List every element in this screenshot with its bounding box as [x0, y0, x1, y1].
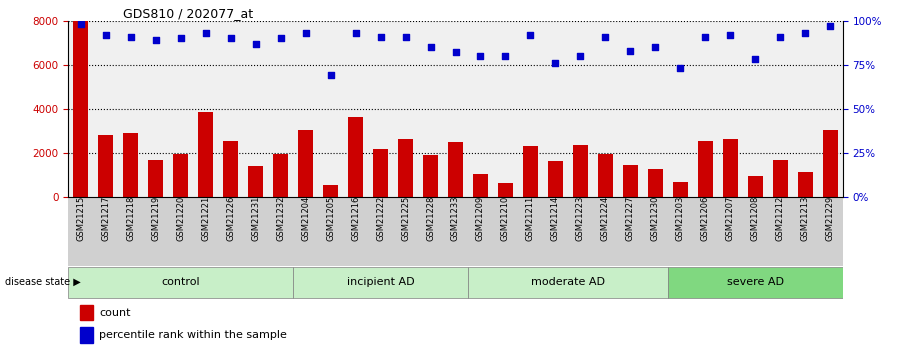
Point	[348, 30, 363, 36]
Bar	[523, 146, 537, 197]
Bar	[573, 145, 588, 197]
Point	[723, 32, 738, 38]
FancyBboxPatch shape	[468, 267, 668, 298]
Bar	[80, 327, 94, 343]
Bar	[823, 130, 838, 197]
Bar	[248, 166, 263, 197]
Text: disease state ▶: disease state ▶	[5, 277, 80, 287]
Text: incipient AD: incipient AD	[347, 277, 415, 287]
Text: percentile rank within the sample: percentile rank within the sample	[99, 330, 287, 340]
Text: severe AD: severe AD	[727, 277, 783, 287]
Bar	[722, 139, 738, 197]
Point	[249, 41, 263, 46]
Point	[199, 30, 213, 36]
Bar	[548, 161, 563, 197]
Point	[648, 45, 662, 50]
Text: moderate AD: moderate AD	[531, 277, 605, 287]
Point	[223, 36, 238, 41]
Bar	[698, 140, 712, 197]
Bar	[773, 160, 788, 197]
Text: GDS810 / 202077_at: GDS810 / 202077_at	[123, 7, 252, 20]
Point	[498, 53, 513, 59]
Point	[773, 34, 787, 39]
Bar	[273, 154, 288, 197]
Point	[673, 66, 688, 71]
Bar	[798, 172, 813, 197]
Bar	[98, 135, 113, 197]
Bar	[398, 139, 413, 197]
Point	[623, 48, 638, 53]
Point	[424, 45, 438, 50]
FancyBboxPatch shape	[668, 267, 843, 298]
Bar	[748, 176, 763, 197]
Point	[298, 30, 312, 36]
Point	[548, 60, 563, 66]
Point	[98, 32, 113, 38]
FancyBboxPatch shape	[293, 267, 468, 298]
Bar	[473, 174, 488, 197]
Point	[398, 34, 413, 39]
Point	[323, 72, 338, 78]
FancyBboxPatch shape	[68, 267, 293, 298]
Point	[573, 53, 588, 59]
Text: count: count	[99, 308, 131, 318]
Bar	[173, 154, 189, 197]
Point	[748, 57, 763, 62]
Bar	[323, 185, 338, 197]
Bar	[123, 133, 138, 197]
Bar	[673, 183, 688, 197]
Point	[599, 34, 613, 39]
Point	[523, 32, 537, 38]
Bar	[148, 160, 163, 197]
Text: control: control	[161, 277, 200, 287]
Point	[124, 34, 138, 39]
Bar	[298, 130, 313, 197]
Bar	[448, 142, 463, 197]
Bar	[374, 149, 388, 197]
Bar	[648, 169, 663, 197]
Bar	[623, 165, 638, 197]
Point	[698, 34, 712, 39]
Point	[823, 23, 837, 29]
Bar	[598, 154, 613, 197]
Bar	[498, 184, 513, 197]
Point	[148, 37, 163, 43]
Point	[448, 50, 463, 55]
Bar	[423, 155, 438, 197]
Bar	[73, 21, 88, 197]
Point	[273, 36, 288, 41]
Point	[74, 21, 88, 27]
Point	[798, 30, 813, 36]
Bar	[223, 140, 238, 197]
Point	[374, 34, 388, 39]
Bar	[80, 305, 94, 320]
Bar	[348, 117, 363, 197]
Bar	[199, 112, 213, 197]
Point	[473, 53, 487, 59]
Point	[173, 36, 188, 41]
